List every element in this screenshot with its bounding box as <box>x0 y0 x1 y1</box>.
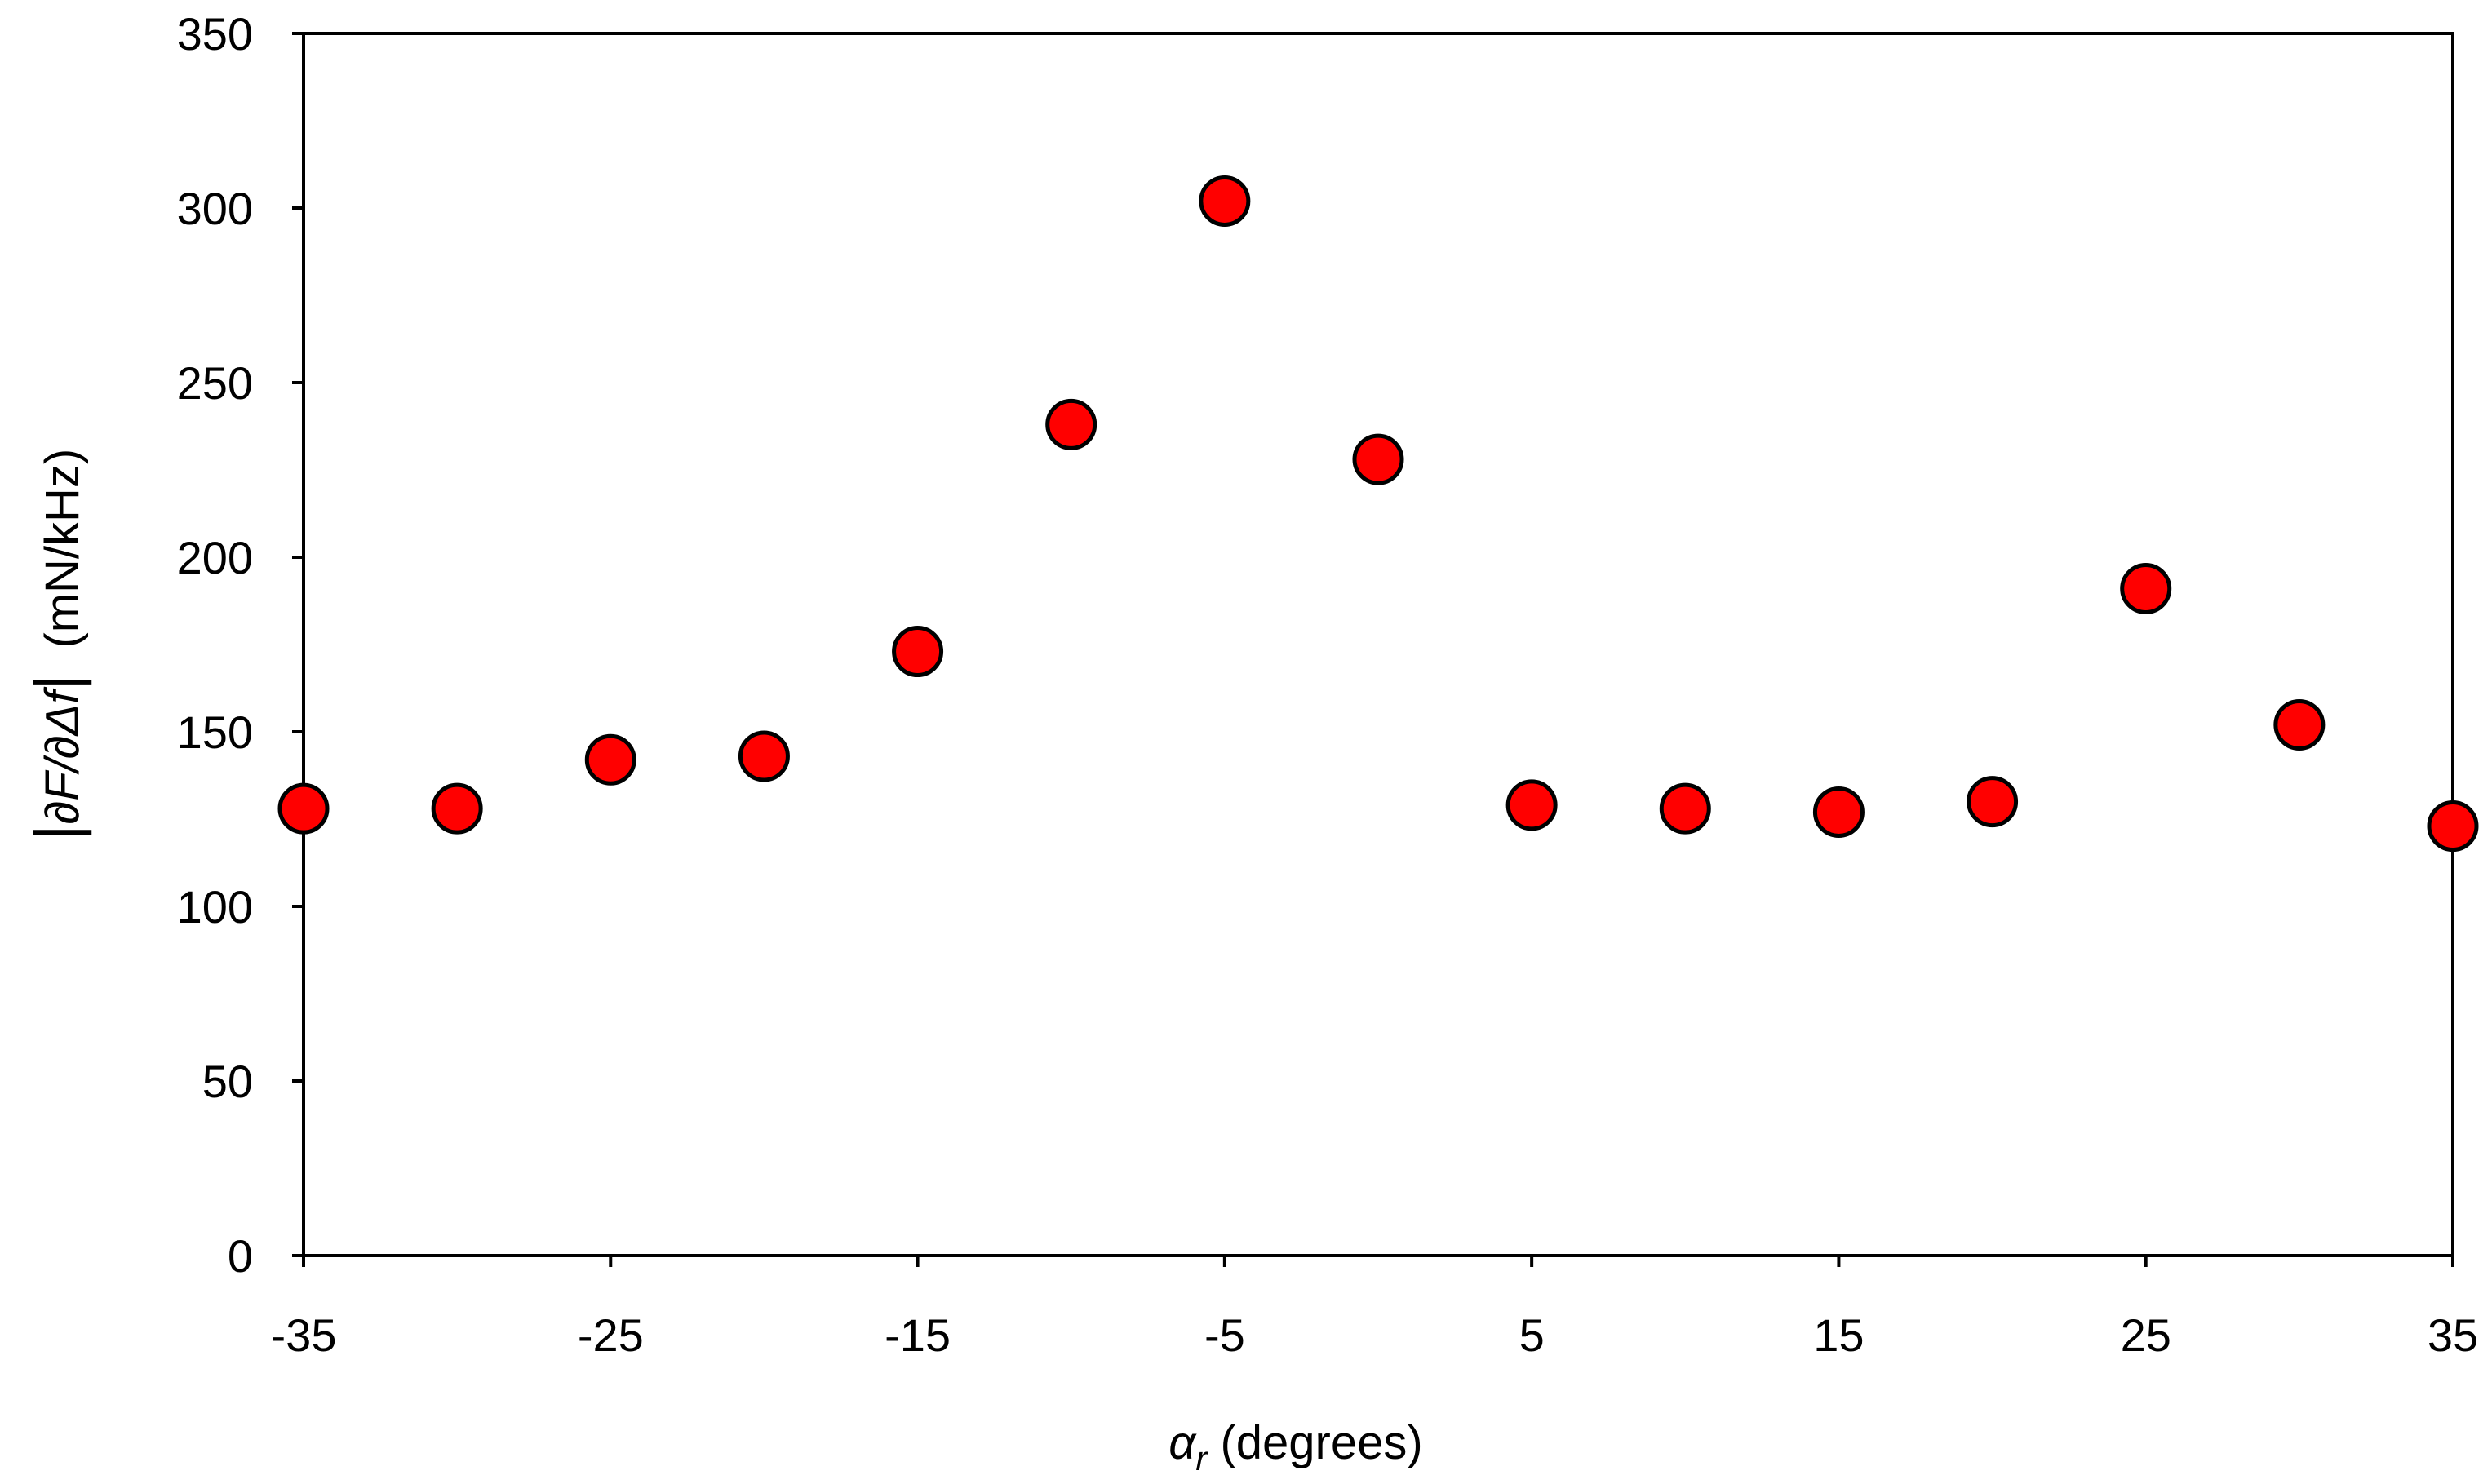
x-axis-title-symbol: α <box>1168 1416 1197 1469</box>
data-point <box>2427 800 2479 853</box>
x-axis-title: αr (degrees) <box>1168 1416 1422 1477</box>
y-tick-label: 50 <box>202 1056 253 1107</box>
x-tick-label: -35 <box>271 1309 337 1361</box>
y-axis-title-right-bar: | <box>23 675 92 691</box>
data-point <box>431 782 483 835</box>
x-tick-label: 25 <box>2121 1309 2171 1361</box>
data-point <box>1352 433 1404 485</box>
y-tick-label: 150 <box>177 707 253 758</box>
x-axis-title-subscript: r <box>1195 1439 1208 1477</box>
data-point <box>1505 779 1558 831</box>
y-axis-title-left-bar: | <box>23 824 92 840</box>
data-point <box>1659 782 1711 835</box>
y-tick-label: 300 <box>177 183 253 234</box>
data-point <box>1045 398 1097 450</box>
x-tick-label: 15 <box>1813 1309 1864 1361</box>
x-axis-title-rest: (degrees) <box>1207 1416 1422 1469</box>
data-point <box>1812 786 1865 838</box>
y-tick-label: 250 <box>177 357 253 409</box>
y-tick-label: 100 <box>177 881 253 932</box>
x-tick-label: -25 <box>578 1309 644 1361</box>
data-point <box>2273 698 2326 751</box>
y-tick-label: 0 <box>228 1230 253 1282</box>
x-tick-label: 5 <box>1519 1309 1545 1361</box>
data-point <box>892 626 944 678</box>
y-axis-title-unit: (mN/kHz) <box>36 449 89 675</box>
data-point <box>584 733 636 786</box>
y-axis-title-expression: ∂F/∂Δf <box>36 686 89 825</box>
data-point <box>738 730 790 782</box>
data-point <box>277 782 330 835</box>
x-tick-label: -5 <box>1204 1309 1245 1361</box>
x-tick-label: -15 <box>885 1309 951 1361</box>
y-tick-label: 200 <box>177 532 253 583</box>
data-points <box>277 175 2479 853</box>
y-axis-ticks: 0 50 100 150 200 250 300 350 <box>177 8 304 1282</box>
y-axis-title: |∂F/∂Δf| (mN/kHz) <box>23 449 92 840</box>
data-point <box>1967 776 2019 828</box>
y-tick-label: 350 <box>177 8 253 60</box>
data-point <box>1199 175 1251 227</box>
x-tick-label: 35 <box>2428 1309 2478 1361</box>
x-axis-ticks: -35 -25 -15 -5 5 15 25 35 <box>271 1256 2478 1361</box>
data-point <box>2120 563 2172 615</box>
plot-area-frame <box>302 32 2454 1257</box>
